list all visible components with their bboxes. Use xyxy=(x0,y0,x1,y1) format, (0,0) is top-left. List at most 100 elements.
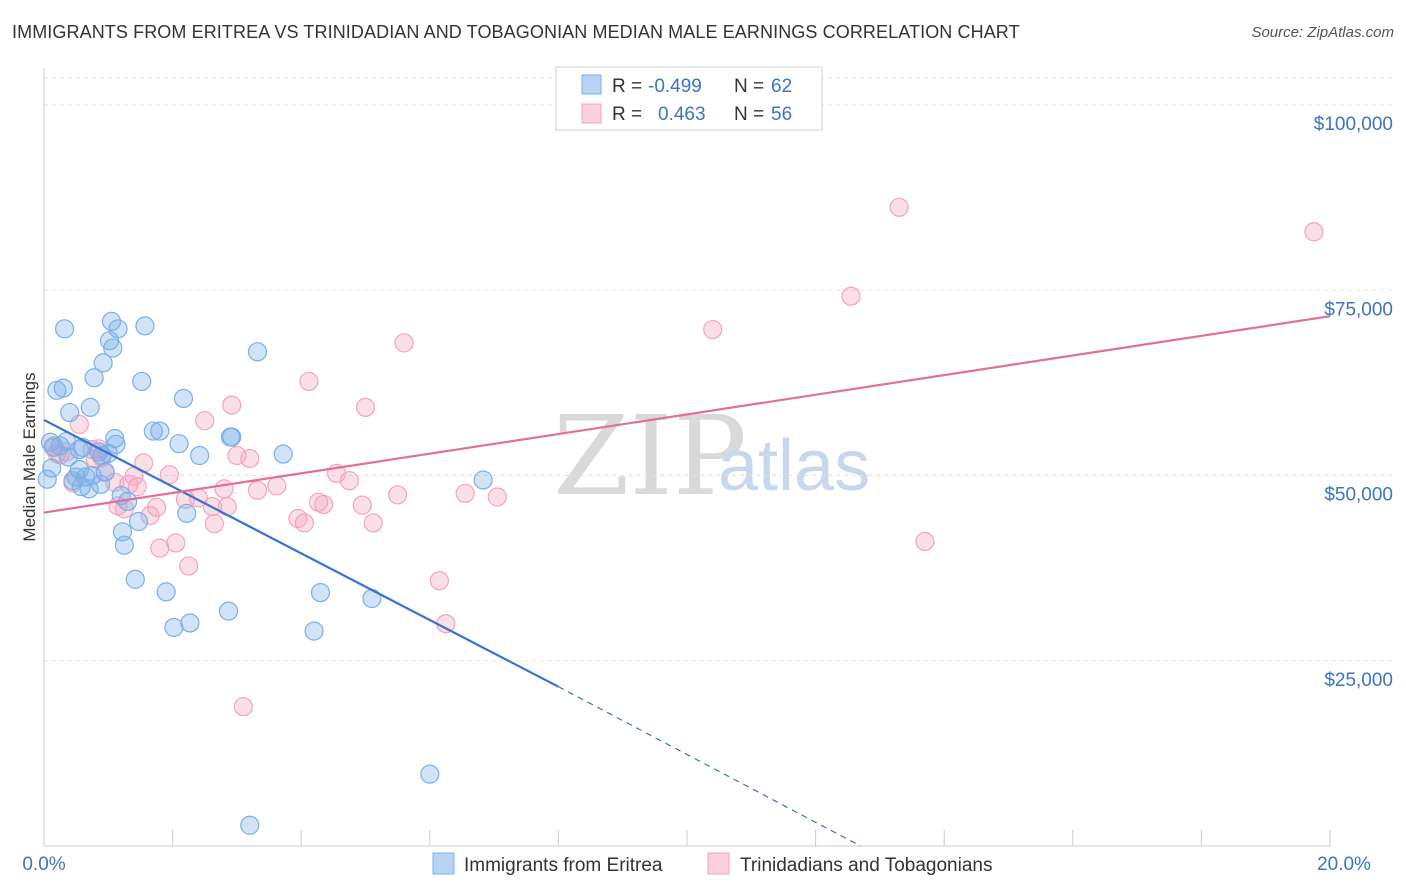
legend-r-label-trinidad: R = xyxy=(612,104,642,125)
trinidad-point xyxy=(314,494,334,515)
trinidad-point xyxy=(214,479,234,499)
eritrea-point xyxy=(106,434,126,455)
series-legend: Immigrants from Eritrea Trinidadians and… xyxy=(432,852,992,876)
y-axis-label: Median Male Earnings xyxy=(20,372,39,541)
trinidad-point xyxy=(247,480,268,500)
trinidad-point xyxy=(299,371,319,392)
eritrea-point xyxy=(222,427,242,447)
trinidad-point xyxy=(455,483,475,503)
eritrea-trend-extension xyxy=(558,686,861,847)
bottom-legend-swatch-eritrea xyxy=(432,852,455,875)
eritrea-point xyxy=(164,617,184,638)
legend-n-value-trinidad: 56 xyxy=(771,104,792,125)
eritrea-point xyxy=(90,474,111,495)
legend-n-label-eritrea: N = xyxy=(734,76,764,97)
trinidad-point xyxy=(352,495,372,515)
eritrea-point xyxy=(240,815,260,835)
bottom-legend-label-eritrea: Immigrants from Eritrea xyxy=(464,855,663,876)
series-eritrea-points xyxy=(37,311,493,835)
trinidad-point xyxy=(1304,222,1324,242)
eritrea-point xyxy=(247,342,268,362)
eritrea-point xyxy=(95,462,115,482)
trinidad-point xyxy=(127,477,147,497)
legend-n-value-eritrea: 62 xyxy=(771,76,792,97)
eritrea-point xyxy=(93,353,113,373)
eritrea-point xyxy=(177,503,197,523)
trinidad-trend-line xyxy=(43,315,1331,514)
trinidad-point xyxy=(204,514,224,534)
eritrea-point xyxy=(80,397,100,417)
x-ticks xyxy=(43,830,1331,846)
eritrea-trend-line xyxy=(43,418,559,688)
source-label: Source: ZipAtlas.com xyxy=(1251,24,1394,41)
y-tick-label: $75,000 xyxy=(1324,299,1393,320)
y-tick-label: $50,000 xyxy=(1324,485,1393,506)
trinidad-point xyxy=(240,448,260,469)
eritrea-point xyxy=(69,459,89,480)
eritrea-point xyxy=(54,319,75,339)
trinidad-point xyxy=(436,614,456,634)
legend-n-label-trinidad: N = xyxy=(734,104,764,125)
trinidad-point xyxy=(339,471,360,491)
trinidad-point xyxy=(915,531,935,552)
y-tick-labels: $25,000 $50,000 $75,000 $100,000 xyxy=(1314,114,1393,691)
x-tick-label-max: 20.0% xyxy=(1317,854,1371,875)
x-tick-label-min: 0.0% xyxy=(22,854,65,875)
bottom-legend-label-trinidad: Trinidadians and Tobagonians xyxy=(740,855,992,876)
trinidad-point xyxy=(146,497,167,517)
trinidad-point xyxy=(889,197,909,217)
eritrea-point xyxy=(103,338,123,358)
legend-swatch-eritrea xyxy=(581,74,602,95)
gridlines xyxy=(44,77,1392,662)
watermark: ZIP atlas xyxy=(553,392,870,520)
eritrea-point xyxy=(101,311,122,332)
trinidad-point xyxy=(195,411,215,431)
trinidad-point xyxy=(355,397,376,417)
chart-title: IMMIGRANTS FROM ERITREA VS TRINIDADIAN A… xyxy=(12,22,1020,42)
eritrea-point xyxy=(60,402,80,423)
trinidad-point xyxy=(394,333,414,353)
eritrea-point xyxy=(108,319,128,339)
eritrea-point xyxy=(156,582,176,602)
trinidad-point xyxy=(233,697,253,717)
eritrea-point xyxy=(150,421,170,441)
eritrea-point xyxy=(105,428,125,449)
eritrea-point xyxy=(180,613,200,633)
correlation-legend: R = -0.499 N = 62 R = 0.463 N = 56 xyxy=(555,66,823,131)
trend-lines xyxy=(43,315,1331,847)
legend-r-value-eritrea: -0.499 xyxy=(648,76,702,97)
trinidad-point xyxy=(388,485,408,505)
trinidad-point xyxy=(166,533,186,553)
trinidad-point xyxy=(179,556,199,576)
trinidad-point xyxy=(267,476,287,496)
eritrea-point xyxy=(273,444,293,464)
trinidad-point xyxy=(222,395,242,415)
eritrea-point xyxy=(53,378,73,398)
bottom-legend-swatch-trinidad xyxy=(707,852,730,875)
trinidad-point xyxy=(487,487,507,507)
eritrea-point xyxy=(42,458,62,478)
eritrea-point xyxy=(40,432,61,452)
eritrea-point xyxy=(132,371,152,392)
y-tick-label: $100,000 xyxy=(1314,114,1393,135)
watermark-zip: ZIP xyxy=(553,392,747,520)
eritrea-point xyxy=(143,421,163,441)
eritrea-point xyxy=(173,388,194,409)
eritrea-point xyxy=(169,434,189,454)
trinidad-point xyxy=(841,286,861,306)
eritrea-point xyxy=(114,535,134,555)
trinidad-point xyxy=(294,513,315,533)
trinidad-point xyxy=(363,513,383,533)
eritrea-point xyxy=(304,621,324,641)
eritrea-point xyxy=(58,447,79,467)
eritrea-point xyxy=(128,511,149,532)
eritrea-point xyxy=(135,316,155,336)
eritrea-point xyxy=(190,445,210,466)
legend-swatch-trinidad xyxy=(581,103,602,124)
trinidad-point xyxy=(429,571,450,591)
eritrea-point xyxy=(310,582,331,603)
trinidad-point xyxy=(150,538,170,558)
legend-r-value-trinidad: 0.463 xyxy=(658,104,706,125)
eritrea-point xyxy=(218,601,239,621)
